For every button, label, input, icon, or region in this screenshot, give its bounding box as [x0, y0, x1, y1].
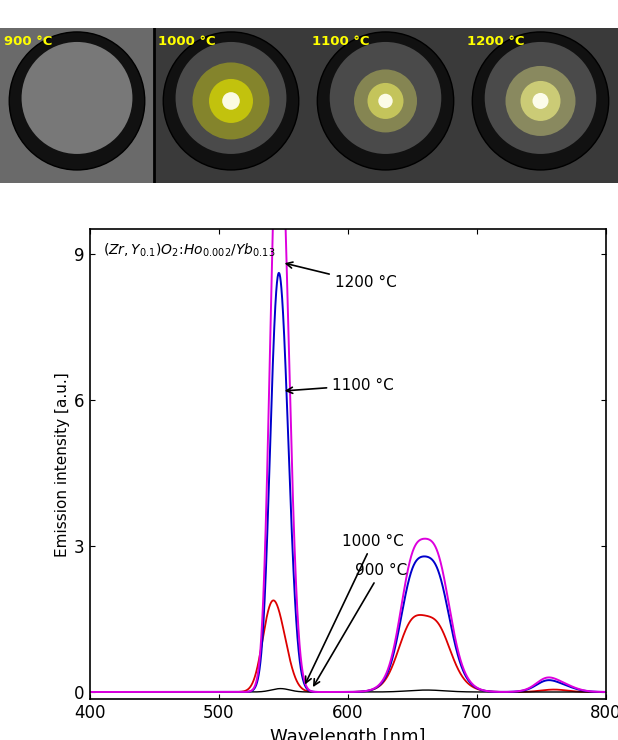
Ellipse shape — [9, 32, 145, 170]
Text: $(Zr,Y_{0.1})O_2\!:\!Ho_{0.002}/Yb_{0.13}$: $(Zr,Y_{0.1})O_2\!:\!Ho_{0.002}/Yb_{0.13… — [103, 241, 275, 258]
Text: 900 °C: 900 °C — [4, 35, 53, 48]
Ellipse shape — [222, 92, 240, 110]
Text: 1200 °C: 1200 °C — [286, 262, 397, 291]
Ellipse shape — [485, 42, 596, 154]
Ellipse shape — [378, 94, 392, 108]
Text: 1100 °C: 1100 °C — [312, 35, 370, 48]
Ellipse shape — [317, 32, 454, 170]
Y-axis label: Emission intensity [a.u.]: Emission intensity [a.u.] — [55, 372, 70, 556]
Text: 1100 °C: 1100 °C — [287, 377, 394, 394]
Text: 1200 °C: 1200 °C — [467, 35, 525, 48]
FancyBboxPatch shape — [308, 28, 463, 183]
Ellipse shape — [176, 42, 286, 154]
Text: 1000 °C: 1000 °C — [306, 534, 404, 683]
Ellipse shape — [329, 42, 441, 154]
Text: 900 °C: 900 °C — [314, 562, 408, 685]
X-axis label: Wavelength [nm]: Wavelength [nm] — [270, 727, 425, 740]
Ellipse shape — [533, 93, 549, 109]
Ellipse shape — [506, 66, 575, 136]
Ellipse shape — [192, 62, 269, 139]
Ellipse shape — [209, 79, 253, 123]
Ellipse shape — [472, 32, 609, 170]
FancyBboxPatch shape — [154, 28, 308, 183]
FancyBboxPatch shape — [463, 28, 618, 183]
Ellipse shape — [163, 32, 298, 170]
Ellipse shape — [368, 83, 404, 119]
Text: 1000 °C: 1000 °C — [158, 35, 216, 48]
Ellipse shape — [520, 81, 561, 121]
Ellipse shape — [22, 42, 132, 154]
FancyBboxPatch shape — [0, 28, 154, 183]
Ellipse shape — [354, 70, 417, 132]
